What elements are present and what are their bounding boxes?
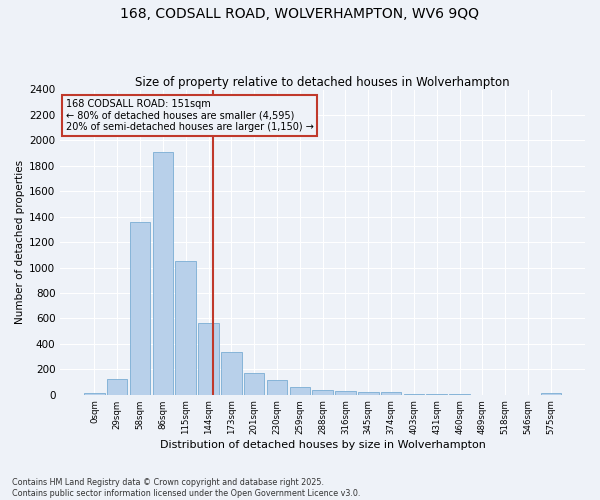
Bar xyxy=(290,387,310,394)
Bar xyxy=(313,390,333,394)
Text: 168, CODSALL ROAD, WOLVERHAMPTON, WV6 9QQ: 168, CODSALL ROAD, WOLVERHAMPTON, WV6 9Q… xyxy=(121,8,479,22)
Bar xyxy=(198,324,219,394)
Bar xyxy=(267,380,287,394)
X-axis label: Distribution of detached houses by size in Wolverhampton: Distribution of detached houses by size … xyxy=(160,440,485,450)
Bar xyxy=(152,152,173,394)
Text: Contains HM Land Registry data © Crown copyright and database right 2025.
Contai: Contains HM Land Registry data © Crown c… xyxy=(12,478,361,498)
Bar xyxy=(358,392,379,394)
Bar xyxy=(107,379,127,394)
Bar xyxy=(221,352,242,395)
Text: 168 CODSALL ROAD: 151sqm
← 80% of detached houses are smaller (4,595)
20% of sem: 168 CODSALL ROAD: 151sqm ← 80% of detach… xyxy=(65,98,313,132)
Bar xyxy=(335,391,356,394)
Bar xyxy=(244,373,265,394)
Bar xyxy=(130,222,151,394)
Bar xyxy=(175,260,196,394)
Title: Size of property relative to detached houses in Wolverhampton: Size of property relative to detached ho… xyxy=(136,76,510,90)
Y-axis label: Number of detached properties: Number of detached properties xyxy=(15,160,25,324)
Bar xyxy=(381,392,401,394)
